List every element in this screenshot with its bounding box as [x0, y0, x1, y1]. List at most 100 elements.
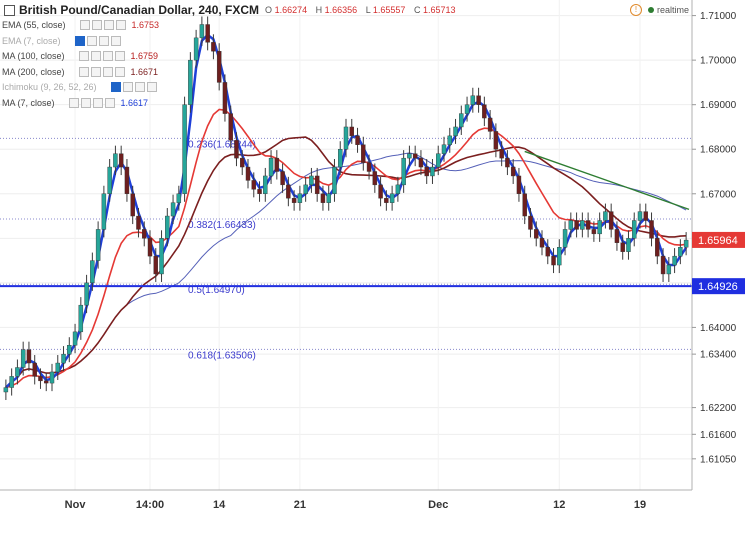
close-icon[interactable]: [115, 20, 126, 30]
indicator-row[interactable]: MA (200, close) 1.6671: [2, 65, 158, 79]
eye-icon[interactable]: [78, 66, 89, 77]
candle-body: [591, 229, 597, 235]
close-icon[interactable]: [110, 35, 121, 46]
close-icon[interactable]: [146, 82, 157, 92]
indicator-label: EMA (55, close): [2, 20, 66, 30]
x-tick-label: 14: [213, 499, 226, 511]
add-icon[interactable]: [98, 35, 109, 46]
eye-icon[interactable]: [74, 35, 85, 46]
candle-body: [499, 149, 504, 159]
candle-body: [412, 153, 418, 159]
candle-body: [574, 220, 579, 230]
candle-body: [407, 153, 412, 159]
indicator-row[interactable]: EMA (55, close) 1.6753: [2, 18, 159, 32]
add-icon[interactable]: [134, 82, 145, 92]
candle-body: [101, 193, 107, 230]
candle-body: [9, 376, 14, 388]
settings-icon[interactable]: [80, 97, 91, 108]
candle-body: [326, 193, 331, 203]
candle-body: [470, 95, 476, 105]
fib-label: 0.236(1.68244): [188, 139, 256, 150]
candle-body: [614, 229, 620, 243]
candle-body: [464, 104, 470, 114]
candle-body: [683, 239, 689, 248]
candle-body: [188, 59, 193, 105]
candle-body: [487, 117, 493, 132]
y-tick-label: 1.64000: [700, 323, 737, 334]
close-icon[interactable]: [114, 51, 125, 61]
candle-body: [240, 157, 245, 168]
candle-body: [585, 220, 591, 230]
candle-body: [268, 157, 274, 177]
collapse-icon[interactable]: [4, 4, 15, 16]
candle-body: [355, 135, 360, 145]
candle-body: [493, 131, 499, 150]
candle-body: [361, 144, 366, 163]
add-icon[interactable]: [92, 97, 103, 108]
candle-body: [424, 166, 429, 177]
eye-icon[interactable]: [78, 51, 89, 61]
status-dot-icon: [647, 7, 654, 13]
candle-body: [522, 193, 527, 217]
candle-body: [603, 211, 608, 221]
candle-body: [620, 242, 625, 252]
support-price-label: 1.64926: [698, 281, 738, 293]
add-icon[interactable]: [103, 20, 114, 30]
eye-icon[interactable]: [110, 82, 121, 92]
settings-icon[interactable]: [91, 20, 102, 30]
candle-body: [314, 175, 320, 194]
eye-icon[interactable]: [79, 20, 90, 30]
candle-body: [453, 126, 458, 137]
ma100-line: [5, 136, 687, 389]
settings-icon[interactable]: [86, 35, 97, 46]
add-icon[interactable]: [102, 66, 113, 77]
candle-body: [20, 349, 26, 368]
x-tick-label: 12: [553, 499, 565, 511]
candle-body: [251, 180, 256, 190]
current-price-label: 1.65964: [698, 235, 738, 247]
y-tick-label: 1.62200: [700, 403, 737, 414]
close-icon[interactable]: [114, 66, 125, 77]
candle-body: [395, 184, 401, 194]
price-tags: 1.64926 1.65964: [692, 231, 745, 295]
candle-body: [303, 184, 308, 194]
fib-label: 0.382(1.66433): [188, 220, 256, 231]
settings-icon[interactable]: [122, 82, 133, 92]
candle-body: [72, 331, 78, 346]
indicator-row[interactable]: MA (7, close) 1.6617: [2, 96, 148, 110]
x-tick-label: Dec: [428, 499, 448, 511]
candle-body: [153, 255, 158, 275]
add-icon[interactable]: [102, 51, 113, 61]
indicator-row[interactable]: EMA (7, close): [2, 34, 121, 48]
indicator-value: 1.6759: [130, 51, 159, 61]
candle-body: [222, 82, 228, 114]
candle-body: [228, 113, 233, 141]
candle-body: [67, 345, 72, 355]
price-axis-bg: [692, 0, 745, 538]
candle-body: [90, 260, 95, 284]
candle-body: [528, 215, 533, 230]
candle-body: [78, 304, 84, 333]
settings-icon[interactable]: [90, 51, 101, 61]
candle-body: [309, 175, 314, 186]
candle-body: [38, 376, 43, 382]
candle-body: [343, 126, 349, 150]
y-tick-label: 1.69000: [700, 100, 737, 111]
eye-icon[interactable]: [68, 97, 79, 108]
candle-body: [338, 149, 343, 168]
candle-body: [580, 220, 585, 230]
candle-body: [32, 362, 37, 377]
settings-icon[interactable]: [90, 66, 101, 77]
close-icon[interactable]: [104, 97, 115, 108]
candle-body: [626, 238, 631, 252]
candle-body: [320, 193, 326, 203]
clock-icon[interactable]: !: [629, 4, 642, 16]
indicator-row[interactable]: Ichimoku (9, 26, 52, 26): [2, 80, 157, 94]
candlesticks: [3, 16, 689, 401]
candle-body: [130, 193, 135, 217]
candle-body: [666, 264, 672, 275]
indicator-row[interactable]: MA (100, close) 1.6759: [2, 49, 158, 63]
x-tick-label: 14:00: [136, 499, 164, 511]
candle-body: [84, 282, 89, 306]
